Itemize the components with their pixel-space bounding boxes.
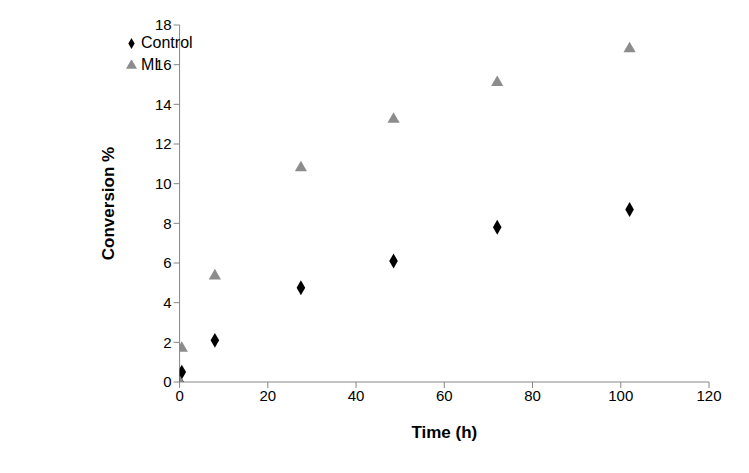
svg-text:18: 18 — [155, 16, 172, 33]
svg-text:16: 16 — [155, 56, 172, 73]
svg-text:20: 20 — [259, 387, 276, 404]
svg-text:Time (h): Time (h) — [411, 423, 477, 442]
svg-text:2: 2 — [163, 334, 171, 351]
svg-text:Conversion %: Conversion % — [99, 147, 118, 260]
html-text:Control: Control — [141, 34, 193, 51]
svg-text:8: 8 — [163, 215, 171, 232]
svg-text:0: 0 — [175, 387, 183, 404]
svg-text:40: 40 — [348, 387, 365, 404]
svg-text:6: 6 — [163, 254, 171, 271]
svg-text:100: 100 — [608, 387, 633, 404]
svg-text:60: 60 — [436, 387, 453, 404]
svg-text:120: 120 — [696, 387, 721, 404]
svg-text:4: 4 — [163, 294, 171, 311]
svg-text:14: 14 — [155, 96, 172, 113]
svg-text:80: 80 — [524, 387, 541, 404]
svg-text:10: 10 — [155, 175, 172, 192]
svg-text:12: 12 — [155, 135, 172, 152]
svg-text:0: 0 — [163, 373, 171, 390]
html-text:MI: MI — [141, 56, 159, 73]
